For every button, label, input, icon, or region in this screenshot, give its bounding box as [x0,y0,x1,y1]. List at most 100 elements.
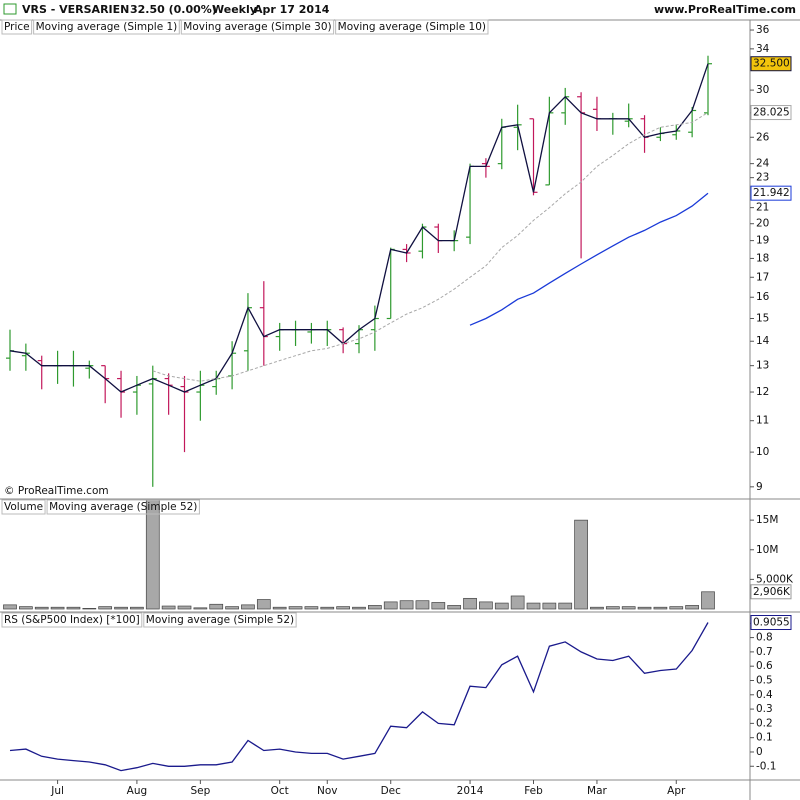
volume-bar [605,606,620,610]
x-tick-label: Sep [190,785,210,797]
volume-bar [590,606,604,610]
volume-bar [19,606,33,610]
y-tick-label: 0.4 [756,689,773,701]
volume-bar [447,605,462,610]
volume-bar [653,606,668,610]
value-label-box [750,615,792,631]
line-series [9,63,709,393]
volume-bar [193,607,208,610]
volume-bar [288,606,303,610]
y-tick-label: 36 [756,24,770,36]
legend-box [1,499,46,515]
volume-bar [66,606,81,610]
y-tick-label: 34 [756,43,770,55]
y-tick-label: 14 [756,335,770,347]
volume-bar [431,602,446,610]
y-tick-label: 9 [756,481,763,493]
volume-bar [177,605,192,610]
volume-bar [415,600,430,610]
legend-entry: Volume [4,501,43,513]
legend-box [180,19,335,35]
legend-box [1,19,33,35]
y-tick-label: 0.6 [756,660,773,672]
volume-bar [82,608,97,610]
y-tick-label: 24 [756,158,770,170]
x-tick-label: Dec [381,785,402,797]
x-tick-label: Mar [587,785,607,797]
y-tick-label: 0.5 [756,674,773,686]
x-tick-label: Jul [50,785,64,797]
legend-entry: Moving average (Simple 10) [338,21,486,33]
volume-bar [3,604,17,610]
value-label-box [750,56,792,72]
x-tick-label: Oct [271,785,289,797]
volume-bar [161,605,176,610]
x-tick-label: Aug [127,785,148,797]
y-tick-label: 0.7 [756,646,773,658]
y-tick-label: 0.8 [756,632,773,644]
y-tick-label: 0.2 [756,717,773,729]
y-tick-label: 11 [756,415,769,427]
volume-bar [621,606,636,610]
y-tick-label: 26 [756,131,770,143]
header: VRS - VERSARIEN 32.50 (0.00%) Weekly Apr… [3,3,796,16]
volume-bar [130,606,144,610]
x-tick-label: Feb [524,785,543,797]
line-series [152,112,709,382]
y-tick-label: 5,000K [756,573,794,585]
value-label: 32.500 [753,58,790,70]
volume-bar [145,499,160,610]
volume-bar [542,602,557,610]
y-tick-label: 12 [756,386,769,398]
volume-bar [479,601,493,610]
y-tick-label: 0.3 [756,703,773,715]
volume-bar [304,606,319,610]
legend-entry: Moving average (Simple 1) [36,21,178,33]
y-tick-label: 0.1 [756,732,773,744]
volume-bar [637,606,652,610]
legend-entry: Moving average (Simple 52) [49,501,197,513]
quote: 32.50 (0.00%) [130,3,217,16]
value-label: 28.025 [753,107,790,119]
volume-bar [685,605,699,610]
volume-bar [701,591,715,610]
legend-box [143,612,297,628]
volume-bar [114,606,128,610]
volume-bar [272,606,287,610]
x-tick-label: 2014 [457,785,484,797]
volume-bar [241,604,255,610]
y-tick-label: -0.1 [756,760,777,772]
value-label-box [750,584,792,600]
y-tick-label: 23 [756,172,769,184]
volume-bar [98,606,113,610]
x-tick-label: Apr [667,785,686,797]
y-tick-label: 20 [756,218,769,230]
volume-bar [494,602,509,610]
line-series [469,192,709,326]
volume-bar [368,605,382,610]
app-icon [3,3,17,15]
legend-entry: RS (S&P500 Index) [*100] [4,614,140,626]
volume-bar [463,597,477,610]
value-label: 21.942 [753,187,790,199]
y-tick-label: 10 [756,446,769,458]
volume-bar [574,519,588,610]
y-tick-label: 10M [756,544,778,556]
legend-box [1,612,143,628]
y-tick-label: 13 [756,360,769,372]
legend-box [335,19,489,35]
legend-entry: Price [4,21,30,33]
x-tick-label: Nov [317,785,338,797]
legend-box [33,19,180,35]
value-label-box [750,105,792,121]
legend-box [46,499,200,515]
value-label-box [750,185,792,201]
volume-bar [256,599,271,610]
watermark: © ProRealTime.com [4,485,109,497]
y-tick-label: 19 [756,235,769,247]
y-tick-label: 18 [756,252,769,264]
volume-bar [669,606,684,610]
y-tick-label: 17 [756,271,769,283]
